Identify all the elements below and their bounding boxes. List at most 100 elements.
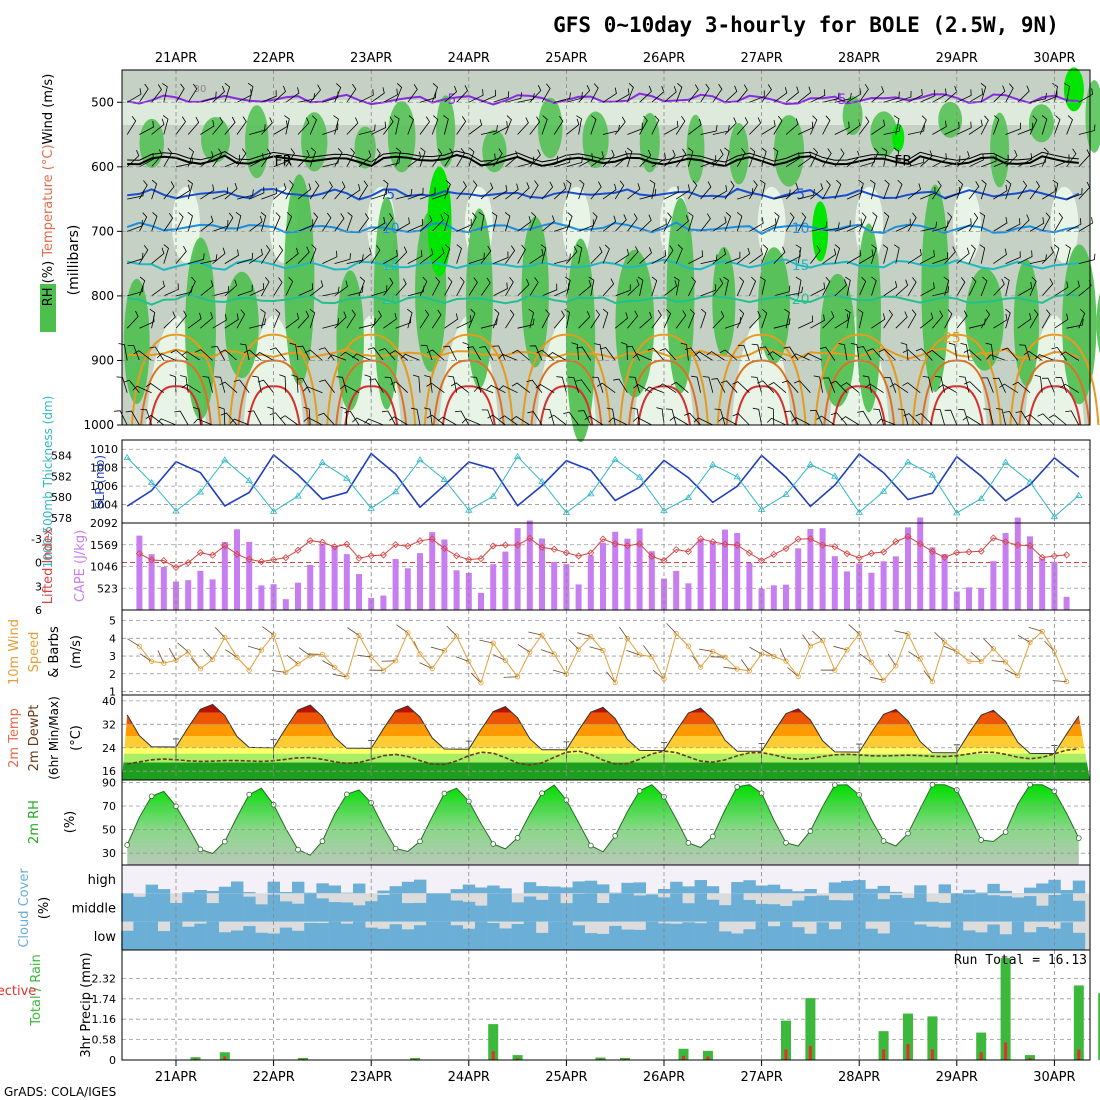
wind-barb: [541, 283, 558, 297]
axis-label: 2m DewPt: [27, 705, 42, 772]
thickness-point: [904, 458, 912, 465]
wind-barb: [269, 347, 287, 361]
precip-total-bar: [878, 1031, 889, 1060]
wind-barb: [303, 386, 323, 394]
rh2m-series: [126, 784, 1080, 856]
isotherm-warm-hump: [521, 333, 612, 426]
cape-bar: [941, 554, 948, 610]
date-label: 22APR: [252, 1070, 294, 1085]
wind-barb: [212, 187, 228, 200]
cloud-bar: [292, 903, 305, 922]
wind-barb: [492, 308, 500, 329]
rh2m-point: [734, 784, 740, 790]
li-point: [562, 549, 570, 557]
contour-label: 30: [194, 84, 207, 95]
wind10-barb: [652, 669, 665, 680]
wind-barb: [614, 312, 629, 329]
wind-barb: [732, 413, 750, 426]
li-point: [977, 547, 985, 555]
li-point: [196, 549, 204, 557]
wind-barb: [712, 278, 724, 297]
wind-barb: [212, 314, 227, 329]
wind10-barb: [396, 624, 409, 634]
wind-barb: [541, 309, 550, 329]
wind-barb: [346, 309, 356, 329]
wind-barb: [340, 351, 360, 361]
wind-barb: [785, 212, 795, 232]
li-point: [904, 533, 912, 541]
wind-barb: [651, 152, 666, 168]
wind-barb: [772, 147, 779, 167]
wind-barb: [1017, 214, 1030, 232]
wind-barb: [145, 383, 165, 394]
li-point: [916, 540, 924, 548]
cape-bar: [221, 542, 228, 610]
cloud-bar: [584, 933, 598, 950]
wind-barb: [123, 379, 140, 393]
cape-tick-label: 1569: [90, 539, 118, 552]
wind-barb: [480, 245, 492, 264]
wind-barb: [813, 375, 823, 393]
precip-convective-bar: [906, 1044, 910, 1060]
wind-barb: [296, 345, 311, 361]
cloud-bar: [145, 893, 158, 922]
wind-barb: [480, 318, 498, 329]
wind-barb: [732, 381, 750, 393]
wind-barb: [407, 218, 423, 232]
cloud-bar: [353, 921, 366, 950]
wind-barb: [663, 212, 672, 232]
cape-tick-label: 523: [97, 582, 118, 595]
cloud-bar: [182, 926, 195, 950]
cloud-bar: [231, 930, 244, 950]
axis-label: & Barbs: [47, 626, 62, 678]
cape-bar: [136, 535, 143, 610]
li-tick-label: 0: [35, 557, 42, 570]
thickness-point: [806, 460, 815, 467]
wind10-barb: [168, 647, 177, 661]
cloud-bar: [401, 929, 415, 950]
wind-barb: [920, 282, 935, 297]
wind-barb: [893, 147, 900, 167]
cloud-bar: [231, 881, 244, 894]
precip-convective-bar: [1004, 1042, 1008, 1060]
wind-barb: [993, 154, 1009, 168]
wind-barb: [529, 248, 544, 264]
wind-barb: [1041, 377, 1055, 393]
wind-barb: [444, 148, 454, 168]
wind-barb: [239, 343, 250, 361]
wind-barb: [759, 346, 775, 361]
wind10-barb: [202, 648, 213, 660]
wind-barb: [920, 186, 936, 200]
cape-bar: [429, 532, 436, 610]
thickness-point: [709, 460, 717, 468]
wind10-barb: [1028, 626, 1043, 632]
precip-total-bar: [190, 1057, 201, 1060]
axis-label: Speed: [27, 632, 42, 673]
precip-total-bar: [1025, 1055, 1035, 1060]
wind-barb: [883, 179, 890, 200]
rh2m-point: [636, 788, 643, 794]
temp-tick-label: 16: [102, 765, 116, 778]
cloud-bar: [877, 899, 890, 922]
wind10-barb: [643, 645, 653, 657]
wind-barb: [548, 414, 567, 426]
rh2m-point: [514, 835, 521, 841]
wind-barb: [944, 309, 953, 329]
li-point: [343, 540, 351, 548]
wind-barb: [1005, 251, 1021, 264]
wind-barb: [468, 277, 478, 297]
wind-point: [868, 659, 875, 665]
date-label: 21APR: [155, 1070, 197, 1085]
cloud-bar: [157, 893, 171, 922]
cloud-bar: [462, 928, 476, 950]
cape-bar: [356, 574, 362, 610]
cape-bar: [160, 567, 167, 610]
wind-barb: [1053, 244, 1060, 264]
cloud-bar: [1036, 905, 1049, 922]
axis-label-part: (°C): [69, 725, 84, 751]
date-label: 26APR: [643, 51, 685, 66]
wind-barb: [566, 212, 573, 232]
wind-barb: [614, 116, 626, 135]
wind-barb: [922, 376, 933, 393]
cape-bar: [1063, 596, 1070, 610]
